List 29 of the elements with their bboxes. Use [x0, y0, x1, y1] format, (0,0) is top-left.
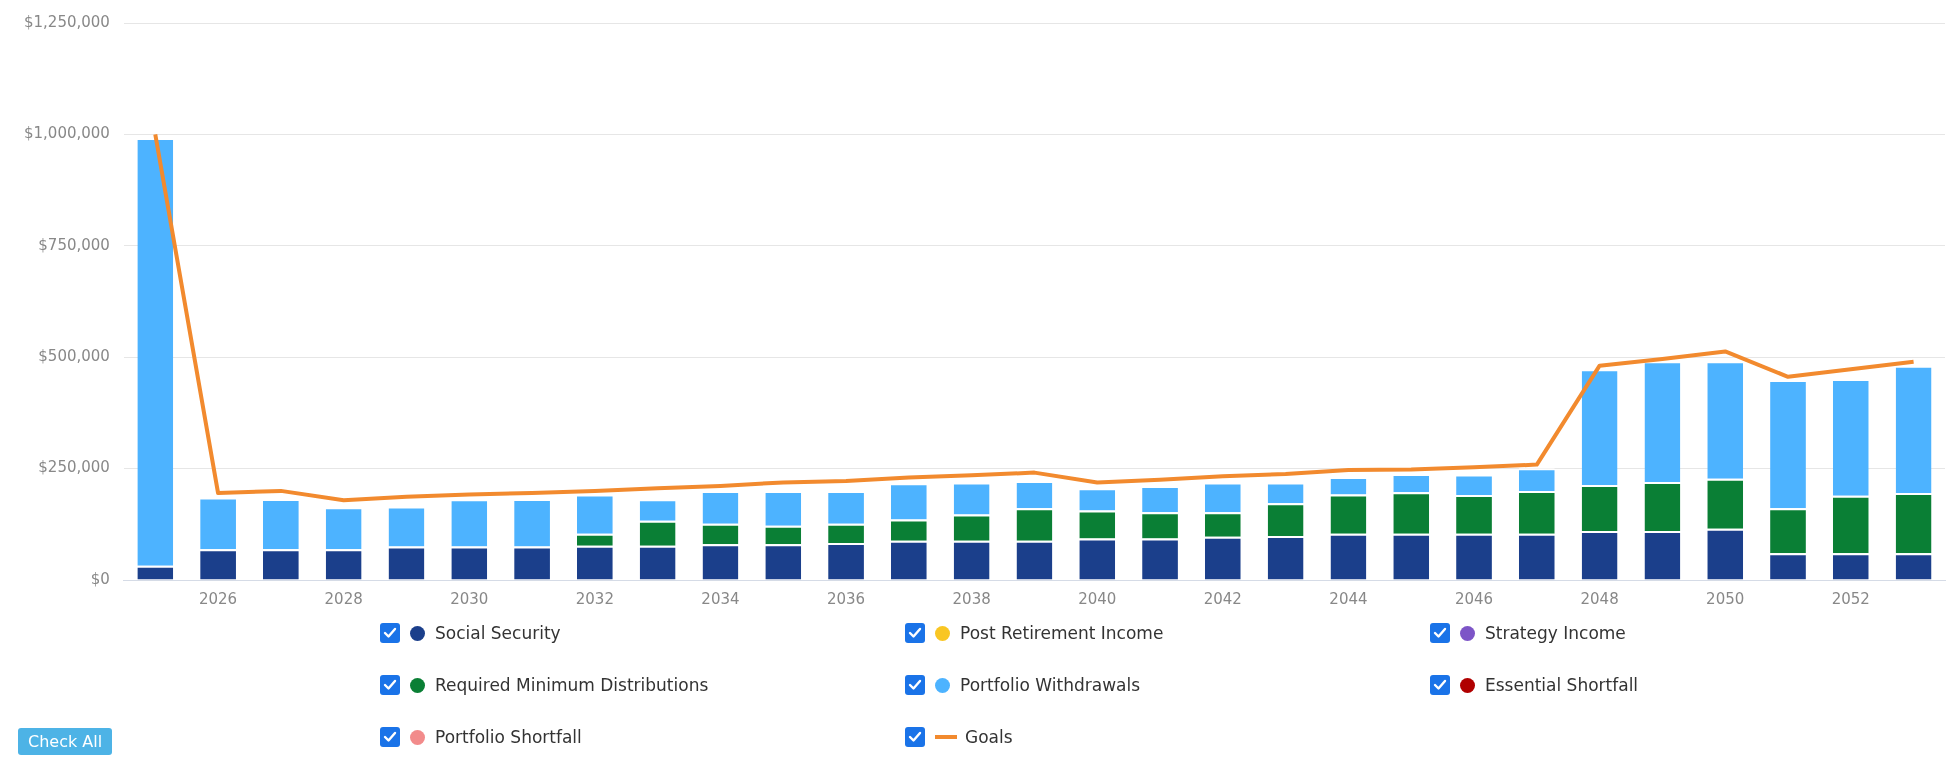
x-tick-label: 2026	[198, 589, 238, 608]
y-tick-label: $0	[90, 569, 110, 588]
x-tick-label: 2038	[952, 589, 991, 608]
x-tick-label: 2032	[575, 589, 614, 608]
x-tick-label: 2034	[701, 589, 740, 608]
x-tick-label: 2050	[1706, 589, 1745, 608]
legend-label: Goals	[965, 727, 1013, 747]
x-tick-label: 2040	[1078, 589, 1117, 608]
x-tick-label: 2028	[324, 589, 363, 608]
y-tick-label: $500,000	[38, 347, 110, 366]
y-tick-label: $250,000	[38, 458, 110, 477]
x-tick-label: 2048	[1580, 589, 1619, 608]
x-tick-label: 2042	[1203, 589, 1242, 608]
y-tick-label: $750,000	[38, 235, 110, 254]
x-tick-label: 2030	[450, 589, 489, 608]
y-tick-label: $1,250,000	[23, 12, 110, 31]
legend-label: Portfolio Shortfall	[435, 727, 582, 747]
legend-label: Post Retirement Income	[960, 623, 1164, 643]
legend-label: Strategy Income	[1485, 623, 1626, 643]
text: Check All	[18, 728, 113, 755]
x-tick-label: 2044	[1329, 589, 1368, 608]
y-tick-label: $1,000,000	[23, 124, 110, 143]
legend-label: Portfolio Withdrawals	[960, 675, 1141, 695]
legend-label: Essential Shortfall	[1485, 675, 1639, 695]
legend-label: Required Minimum Distributions	[435, 675, 709, 695]
x-tick-label: 2052	[1831, 589, 1870, 608]
legend-label: Social Security	[435, 623, 561, 643]
x-tick-label: 2036	[826, 589, 866, 608]
x-tick-label: 2046	[1454, 589, 1494, 608]
